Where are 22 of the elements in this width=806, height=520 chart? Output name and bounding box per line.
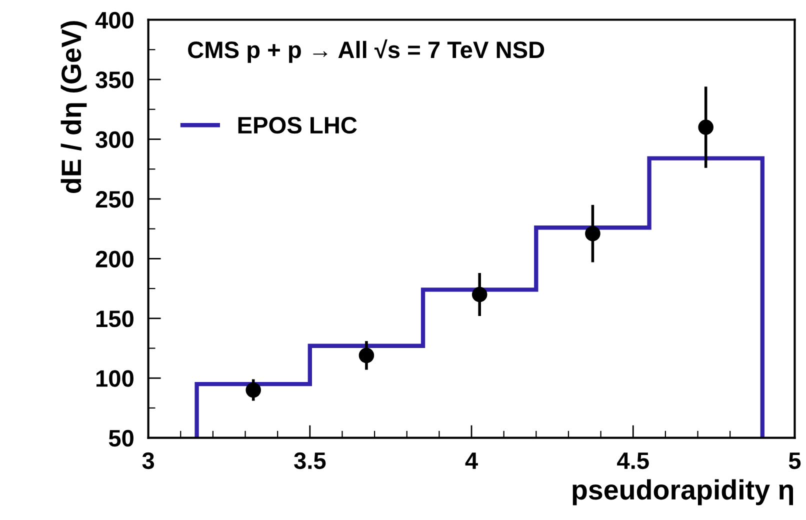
x-tick-label: 3 (142, 452, 154, 470)
annotation: CMS p + p → All √s = 7 TeV NSD (188, 39, 544, 63)
y-tick-label: 350 (96, 72, 134, 88)
y-axis-title: dE / dη (GeV) (60, 21, 87, 193)
y-tick-label: 150 (96, 310, 134, 328)
x-tick-label: 4.5 (617, 452, 649, 470)
point (358, 348, 374, 364)
x-tick-label: 4 (465, 452, 478, 469)
x-tick-label: 3.5 (294, 452, 326, 470)
y-tick-label: 250 (96, 191, 134, 208)
y-tick-label: 100 (96, 370, 134, 387)
point (585, 226, 600, 242)
y-tick-label: 300 (96, 131, 134, 148)
y-tick-label: 50 (108, 430, 134, 447)
legend-label: EPOS LHC (238, 116, 357, 134)
point (472, 286, 488, 302)
x-axis-title: pseudorapidity η (572, 479, 794, 506)
y-tick-label: 400 (95, 12, 134, 29)
y-tick-label: 200 (96, 250, 134, 268)
x-tick-label: 5 (788, 452, 801, 470)
point (246, 382, 261, 398)
point (698, 120, 714, 135)
